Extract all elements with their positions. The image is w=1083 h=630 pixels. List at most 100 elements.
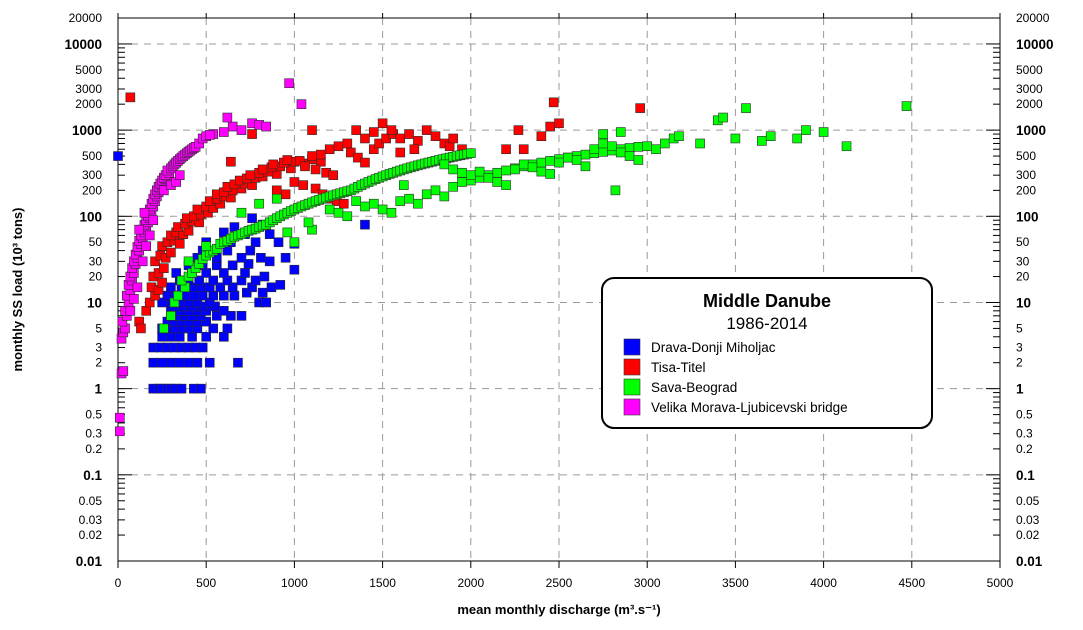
data-point	[757, 136, 767, 146]
data-point	[457, 177, 467, 187]
data-point	[247, 129, 257, 139]
data-point	[563, 152, 573, 163]
data-point	[457, 167, 467, 178]
data-point	[718, 112, 728, 123]
data-point	[536, 157, 547, 168]
y-tick-label-right: 100	[1016, 209, 1039, 224]
data-point	[125, 92, 136, 103]
data-point	[589, 144, 600, 155]
data-point	[196, 383, 206, 394]
data-point	[144, 230, 155, 241]
data-point	[324, 144, 335, 155]
y-tick-label: 0.02	[79, 528, 103, 542]
data-point	[615, 147, 626, 158]
data-point	[545, 156, 555, 166]
data-point	[166, 331, 176, 342]
data-point	[307, 151, 317, 161]
data-point	[201, 241, 211, 251]
data-point	[284, 78, 294, 89]
data-point	[360, 201, 370, 212]
y-tick-label-right: 20000	[1016, 11, 1050, 25]
data-point	[338, 198, 349, 209]
data-point	[501, 144, 511, 155]
data-point	[137, 256, 148, 267]
data-point	[342, 138, 353, 149]
data-point	[351, 196, 361, 206]
data-point	[765, 131, 776, 142]
data-point	[624, 151, 635, 161]
data-point	[409, 144, 420, 155]
data-point	[204, 357, 215, 368]
y-tick-label-right: 3000	[1016, 82, 1043, 96]
data-point	[114, 412, 125, 423]
y-tick-label-right: 0.03	[1016, 513, 1040, 527]
y-tick-label: 5	[95, 321, 102, 335]
legend-title: Middle Danube	[703, 291, 831, 311]
y-tick-label-right: 300	[1016, 168, 1036, 182]
y-tick-label-right: 2	[1016, 356, 1023, 370]
data-point	[342, 211, 353, 222]
legend-items: Drava-Donji Miholjac Tisa-Titel Sava-Beogr…	[623, 338, 848, 416]
data-point	[222, 323, 233, 334]
data-point	[208, 275, 219, 286]
data-point	[226, 311, 236, 321]
y-tick-label: 0.3	[85, 427, 102, 441]
x-tick-label: 2000	[457, 576, 484, 590]
data-point	[144, 297, 155, 308]
data-point	[536, 166, 547, 177]
data-point	[204, 130, 215, 140]
data-point	[801, 125, 811, 135]
data-point	[148, 215, 159, 226]
data-point	[310, 164, 321, 175]
data-point	[183, 357, 194, 368]
data-point	[141, 306, 152, 316]
data-point	[171, 268, 182, 278]
y-tick-label-right: 10000	[1016, 37, 1054, 52]
data-point	[368, 144, 379, 155]
legend-swatch	[623, 378, 641, 396]
data-point	[271, 185, 282, 196]
y-tick-label: 1	[94, 382, 102, 397]
y-tick-label: 1000	[72, 123, 102, 138]
data-point	[545, 169, 555, 179]
data-point	[395, 196, 406, 206]
y-tick-label-right: 1000	[1016, 123, 1046, 138]
data-point	[818, 127, 829, 137]
data-point	[386, 125, 397, 135]
x-tick-label: 3000	[634, 576, 661, 590]
data-point	[254, 198, 264, 209]
data-point	[243, 259, 254, 269]
data-point	[841, 141, 852, 152]
data-point	[492, 167, 503, 178]
y-tick-label-right: 0.1	[1016, 468, 1035, 483]
data-point	[189, 290, 199, 301]
data-point	[289, 177, 300, 187]
data-point	[483, 172, 494, 183]
data-point	[157, 277, 167, 288]
y-tick-label: 20	[89, 270, 103, 284]
data-point	[307, 125, 317, 135]
data-point	[227, 260, 238, 271]
data-point	[259, 271, 270, 282]
y-tick-label-right: 200	[1016, 183, 1036, 197]
data-point	[157, 331, 167, 342]
data-point	[208, 290, 219, 301]
data-point	[421, 125, 432, 135]
data-point	[266, 282, 277, 293]
data-point	[294, 156, 305, 166]
y-tick-label-right: 500	[1016, 149, 1036, 163]
data-point	[219, 290, 229, 301]
legend-label: Sava-Beograd	[651, 380, 737, 395]
data-point	[134, 224, 144, 235]
data-point	[465, 148, 476, 158]
y-tick-label: 5000	[75, 63, 102, 77]
data-point	[439, 159, 450, 170]
data-point	[173, 290, 183, 301]
data-point	[236, 207, 247, 218]
data-point	[536, 131, 547, 142]
data-point	[240, 268, 250, 278]
y-tick-label-right: 2000	[1016, 97, 1043, 111]
data-point	[513, 125, 524, 135]
data-point	[241, 287, 252, 298]
